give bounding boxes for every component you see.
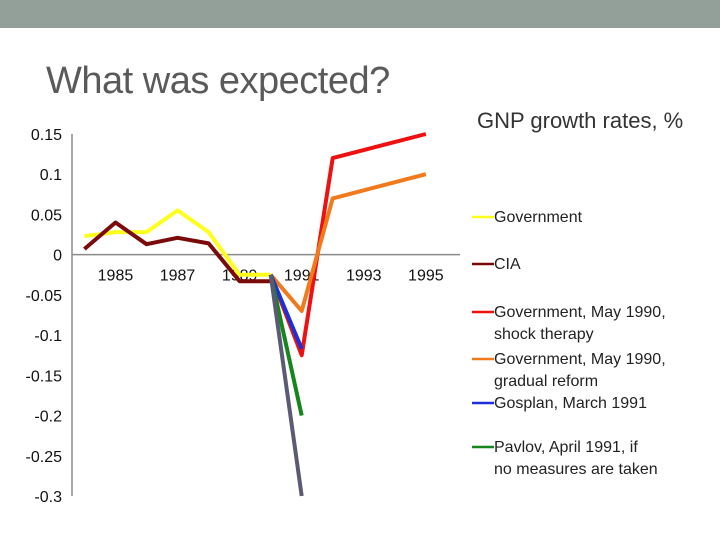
legend-label: Government [494,209,583,226]
legend-entry: Government [472,209,583,226]
y-tick-label: -0.3 [34,489,62,506]
chart-annotation: GNP growth rates, % [477,108,684,133]
y-axis-tick-labels: 0.15 0.1 0.05 0 -0.05 -0.1 -0.15 -0.2 -0.25 -0.3 [26,127,63,506]
x-tick-label: 1995 [408,268,444,285]
x-tick-label: 1985 [98,268,134,285]
y-tick-label: -0.1 [34,328,62,345]
series-line-cia [83,220,271,284]
y-tick-label: 0.15 [31,127,62,144]
legend: Government CIA Government, May 1990, shock … [472,209,666,478]
series-line-unlabeled [268,274,304,497]
y-tick-label: 0 [53,248,62,265]
y-tick-label: -0.2 [34,409,62,426]
y-tick-label: -0.25 [26,449,63,466]
legend-entry: Gosplan, March 1991 [472,395,647,412]
legend-label: Government, May 1990, shock therapy [494,304,666,343]
y-tick-label: -0.15 [26,368,63,385]
series-line-government-may-1990-gradual-reform [269,172,427,313]
top-band [0,0,720,28]
slide-title: What was expected? [46,60,390,102]
x-tick-label: 1987 [160,268,196,285]
legend-entry: Pavlov, April 1991, if no measures are ta… [472,439,658,478]
legend-entry: CIA [472,256,521,273]
y-tick-label: -0.05 [26,288,63,305]
y-tick-label: 0.05 [31,207,62,224]
y-tick-label: 0.1 [40,167,62,184]
series-line-government-may-1990-shock-therapy [268,132,427,358]
legend-label: Gosplan, March 1991 [494,395,647,412]
series-line-government [84,208,271,277]
legend-label: Pavlov, April 1991, if no measures are ta… [494,439,658,478]
legend-label: Government, May 1990, gradual reform [494,351,666,390]
legend-label: CIA [494,256,521,273]
legend-entry: Government, May 1990, shock therapy [472,304,666,343]
series-line-gosplan-march-1991 [268,274,304,350]
series-lines [83,132,427,497]
x-tick-label: 1993 [346,268,382,285]
legend-entry: Government, May 1990, gradual reform [472,351,666,390]
